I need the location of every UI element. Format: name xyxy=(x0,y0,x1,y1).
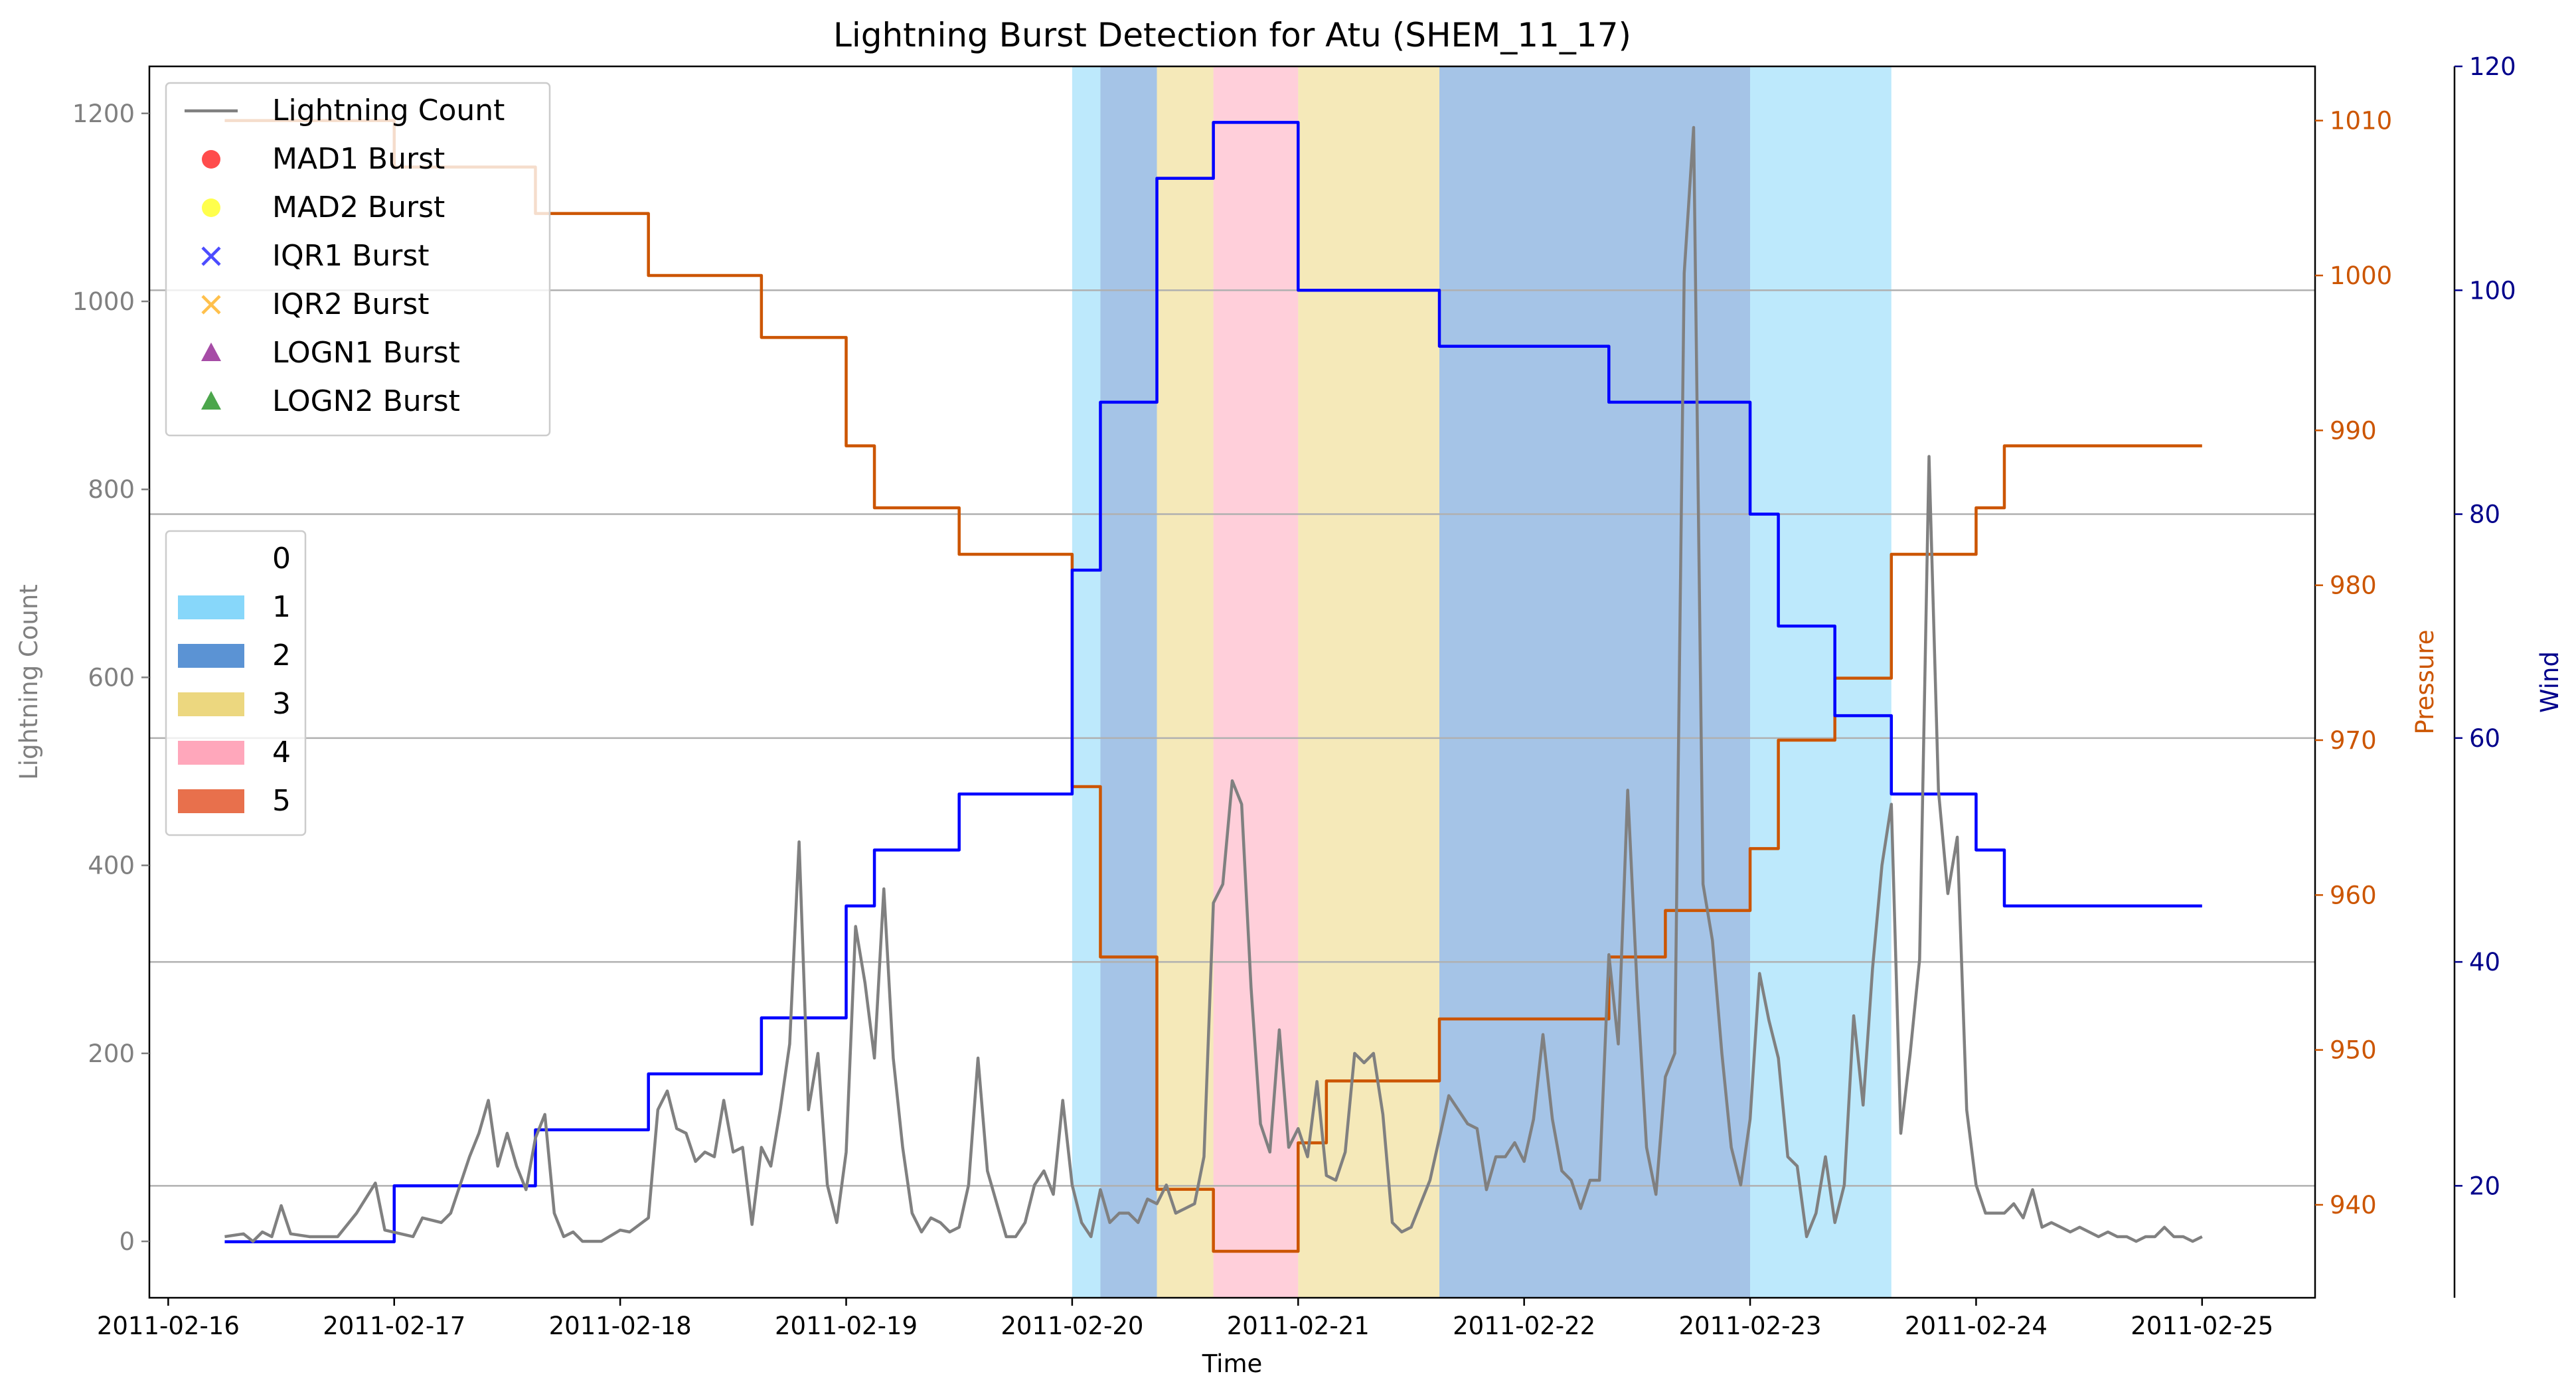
legend-series-item: Lightning Count xyxy=(185,94,505,127)
category-band-3 xyxy=(1157,66,1214,1298)
y-pressure-tick-label: 970 xyxy=(2330,726,2377,755)
legend-triangle-marker xyxy=(201,391,221,410)
legend-category-swatch xyxy=(178,547,244,571)
legend-category-label: 4 xyxy=(272,736,291,769)
y-axis-pressure-label: Pressure xyxy=(2411,630,2439,735)
x-tick-label: 2011-02-21 xyxy=(1227,1312,1370,1340)
series-line-wind xyxy=(224,121,2202,1243)
x-tick-label: 2011-02-24 xyxy=(1905,1312,2048,1340)
y-pressure-tick-label: 950 xyxy=(2330,1036,2377,1065)
plot-frame xyxy=(148,65,2316,1299)
legend-series-item: IQR1 Burst xyxy=(201,239,430,273)
y-axis-left-label: Lightning Count xyxy=(15,584,43,780)
x-tick-label: 2011-02-25 xyxy=(2131,1312,2273,1340)
legend-series-item: LOGN2 Burst xyxy=(201,384,460,418)
legend-series: Lightning Count MAD1 Burst MAD2 Burst IQR1 … xyxy=(165,82,551,437)
legend-circle-marker xyxy=(202,150,220,169)
y-axis-pressure: 940 950 960 970 980 990 1000 1010 xyxy=(2315,107,2392,1219)
legend-series-label: MAD1 Burst xyxy=(272,142,445,176)
y-axis-wind: 20 40 60 80 100 120 xyxy=(2453,52,2516,1298)
y-axis-wind-label: Wind xyxy=(2536,651,2564,713)
series-lines xyxy=(224,119,2203,1253)
legend-category-label: 1 xyxy=(272,590,291,624)
legend-triangle-marker xyxy=(201,343,221,361)
legend-category-label: 0 xyxy=(272,542,291,576)
legend-category-label: 2 xyxy=(272,639,291,672)
x-tick-label: 2011-02-23 xyxy=(1679,1312,1822,1340)
legend-series-item: LOGN1 Burst xyxy=(201,336,460,370)
x-tick-label: 2011-02-19 xyxy=(775,1312,918,1340)
chart-title: Lightning Burst Detection for Atu (SHEM_… xyxy=(833,16,1631,54)
y-left-tick-label: 400 xyxy=(88,852,135,880)
legend-circle-marker xyxy=(202,198,220,217)
x-tick-label: 2011-02-22 xyxy=(1453,1312,1595,1340)
legend-series-label: MAD2 Burst xyxy=(272,191,445,224)
legend-series-label: Lightning Count xyxy=(272,94,505,127)
y-left-tick-label: 0 xyxy=(119,1227,135,1256)
y-left-tick-label: 1000 xyxy=(72,287,135,316)
y-pressure-tick-label: 940 xyxy=(2330,1191,2377,1219)
legend-category-item: 2 xyxy=(178,639,291,672)
legend-category-item: 1 xyxy=(178,590,291,624)
legend-series-label: LOGN2 Burst xyxy=(272,384,460,418)
legend-category-swatch xyxy=(178,741,244,765)
legend-series-label: IQR1 Burst xyxy=(272,239,430,273)
y-pressure-tick-label: 980 xyxy=(2330,572,2377,600)
legend-category-item: 0 xyxy=(178,542,291,576)
legend-category-label: 3 xyxy=(272,687,291,721)
category-band-1 xyxy=(1072,66,1101,1298)
category-bands xyxy=(1072,66,1892,1298)
category-band-3 xyxy=(1298,66,1440,1298)
series-line-lightning-count xyxy=(224,125,2203,1243)
legend-series-item: MAD1 Burst xyxy=(202,142,445,176)
legend-series-label: IQR2 Burst xyxy=(272,287,430,321)
legend-x-marker xyxy=(201,295,221,315)
legend-category-swatch xyxy=(178,692,244,716)
category-band-2 xyxy=(1100,66,1157,1298)
x-axis: 2011-02-16 2011-02-17 2011-02-18 2011-02-19… xyxy=(97,1298,2273,1340)
y-left-tick-label: 1200 xyxy=(72,100,135,128)
x-tick-label: 2011-02-20 xyxy=(1001,1312,1143,1340)
y-axis-left: 0 200 400 600 800 1000 1200 xyxy=(72,100,149,1256)
legend-series-box xyxy=(165,82,551,437)
y-wind-tick-label: 100 xyxy=(2469,276,2516,305)
x-tick-label: 2011-02-18 xyxy=(549,1312,692,1340)
y-left-tick-label: 600 xyxy=(88,663,135,692)
legend-category-item: 5 xyxy=(178,784,291,818)
category-band-1 xyxy=(1750,66,1892,1298)
category-band-2 xyxy=(1439,66,1751,1298)
legend-series-item: IQR2 Burst xyxy=(201,287,430,321)
legend-category-item: 4 xyxy=(178,736,291,769)
y-wind-tick-label: 120 xyxy=(2469,52,2516,81)
legend-category-swatch xyxy=(178,789,244,813)
legend-series-label: LOGN1 Burst xyxy=(272,336,460,370)
y-wind-tick-label: 20 xyxy=(2469,1172,2500,1200)
x-tick-label: 2011-02-17 xyxy=(323,1312,465,1340)
y-pressure-tick-label: 990 xyxy=(2330,416,2377,445)
y-pressure-tick-label: 1000 xyxy=(2330,262,2392,290)
legend-category: 0 1 2 3 4 5 xyxy=(165,530,307,836)
y-wind-tick-label: 80 xyxy=(2469,501,2500,529)
y-left-tick-label: 200 xyxy=(88,1040,135,1068)
y-pressure-tick-label: 1010 xyxy=(2330,107,2392,135)
legend-series-item: MAD2 Burst xyxy=(202,191,445,224)
x-axis-label: Time xyxy=(1202,1350,1263,1378)
y-wind-tick-label: 40 xyxy=(2469,948,2500,976)
legend-category-label: 5 xyxy=(272,784,291,818)
legend-category-swatch xyxy=(178,644,244,668)
x-tick-label: 2011-02-16 xyxy=(97,1312,240,1340)
legend-x-marker xyxy=(201,246,221,266)
legend-category-item: 3 xyxy=(178,687,291,721)
y-wind-tick-label: 60 xyxy=(2469,724,2500,753)
legend-category-swatch xyxy=(178,595,244,619)
y-left-tick-label: 800 xyxy=(88,475,135,504)
y-pressure-tick-label: 960 xyxy=(2330,881,2377,909)
